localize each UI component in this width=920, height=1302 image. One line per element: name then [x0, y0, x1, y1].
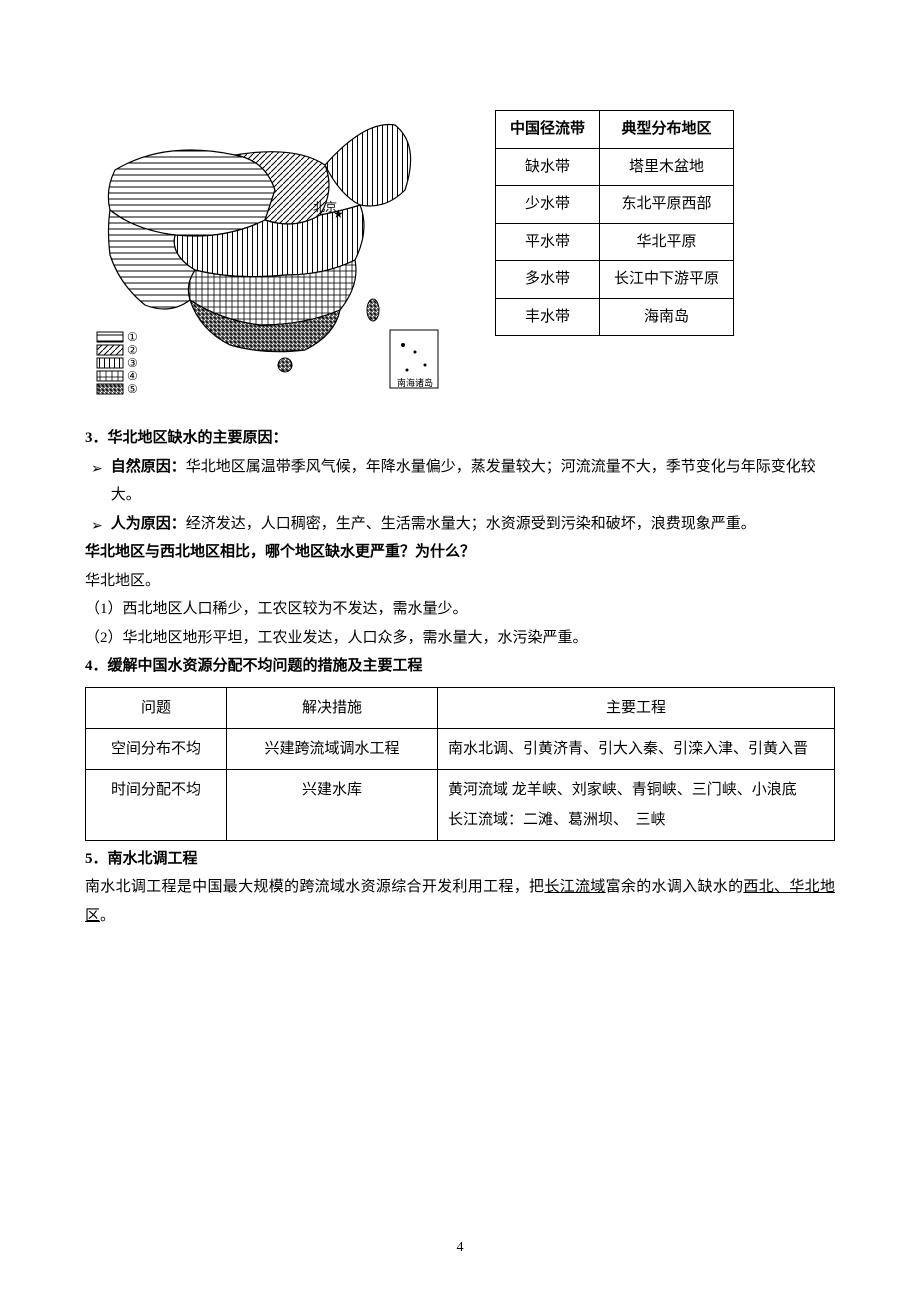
- mt-r0c0: 空间分布不均: [86, 728, 227, 769]
- section-3: 3．华北地区缺水的主要原因： ➢ 自然原因：华北地区属温带季风气候，年降水量偏少…: [85, 424, 835, 652]
- top-row: ★ ① ② ③ ④ ⑤ 北京 南海诸岛 中国径流带 典型分布地区: [85, 100, 835, 400]
- sec3-heading: 3．华北地区缺水的主要原因：: [85, 424, 835, 453]
- section-5: 5．南水北调工程 南水北调工程是中国最大规模的跨流域水资源综合开发利用工程，把长…: [85, 845, 835, 931]
- sec3-compare-q: 华北地区与西北地区相比，哪个地区缺水更严重？为什么？: [85, 538, 835, 567]
- mt-h3: 主要工程: [438, 687, 835, 728]
- sec3-nat-label: 自然原因：: [111, 459, 186, 475]
- mt-r1c2: 黄河流域 龙羊峡、刘家峡、青铜峡、三门峡、小浪底 长江流域：二滩、葛洲坝、 三峡: [438, 769, 835, 840]
- sec3-hum-body: 经济发达，人口稠密，生产、生活需水量大；水资源受到污染和破坏，浪费现象严重。: [186, 516, 756, 532]
- south-sea-label: 南海诸岛: [397, 375, 433, 392]
- zone-r3c1: 长江中下游平原: [600, 261, 734, 299]
- sec3-nat-body: 华北地区属温带季风气候，年降水量偏少，蒸发量较大；河流流量不大，季节变化与年际变…: [111, 459, 816, 504]
- sec3-natural-text: 自然原因：华北地区属温带季风气候，年降水量偏少，蒸发量较大；河流流量不大，季节变…: [111, 453, 835, 510]
- zone-r1c0: 少水带: [496, 186, 600, 224]
- sec3-hum-label: 人为原因：: [111, 516, 186, 532]
- mt-h1: 问题: [86, 687, 227, 728]
- sec5-title: 南水北调工程: [108, 851, 198, 867]
- zone-r4c0: 丰水带: [496, 298, 600, 336]
- legend-5: ⑤: [127, 382, 138, 396]
- mt-r1c2-l2: 长江流域：二滩、葛洲坝、 三峡: [448, 805, 824, 835]
- runoff-zone-table: 中国径流带 典型分布地区 缺水带塔里木盆地 少水带东北平原西部 平水带华北平原 …: [495, 110, 734, 336]
- mt-r1c0: 时间分配不均: [86, 769, 227, 840]
- sec3-human-text: 人为原因：经济发达，人口稠密，生产、生活需水量大；水资源受到污染和破坏，浪费现象…: [111, 510, 756, 539]
- sec5-mid: 富余的水调入缺水的: [606, 879, 744, 895]
- legend-2: ②: [127, 343, 138, 357]
- zone-r3c0: 多水带: [496, 261, 600, 299]
- sec3-compare-1: （1）西北地区人口稀少，工农区较为不发达，需水量少。: [85, 595, 835, 624]
- china-runoff-map: ★ ① ② ③ ④ ⑤ 北京 南海诸岛: [85, 100, 445, 400]
- sec5-body: 南水北调工程是中国最大规模的跨流域水资源综合开发利用工程，把长江流域富余的水调入…: [85, 873, 835, 930]
- legend-1: ①: [127, 330, 138, 344]
- zone-th-2: 典型分布地区: [600, 111, 734, 149]
- sec3-num: 3．: [85, 430, 108, 446]
- map-svg: ★ ① ② ③ ④ ⑤: [85, 100, 445, 400]
- bullet-icon: ➢: [91, 455, 103, 482]
- beijing-label: 北京: [313, 196, 337, 219]
- sec4-heading: 4．缓解中国水资源分配不均问题的措施及主要工程: [85, 652, 835, 681]
- sec5-heading: 5．南水北调工程: [85, 845, 835, 874]
- page: ★ ① ② ③ ④ ⑤ 北京 南海诸岛 中国径流带 典型分布地区: [0, 0, 920, 1302]
- mt-r1c1: 兴建水库: [227, 769, 438, 840]
- sec5-pre: 南水北调工程是中国最大规模的跨流域水资源综合开发利用工程，把: [85, 879, 544, 895]
- zone-r4c1: 海南岛: [600, 298, 734, 336]
- zone-th-1: 中国径流带: [496, 111, 600, 149]
- bullet-icon: ➢: [91, 512, 103, 539]
- zone-r0c1: 塔里木盆地: [600, 148, 734, 186]
- sec3-natural: ➢ 自然原因：华北地区属温带季风气候，年降水量偏少，蒸发量较大；河流流量不大，季…: [91, 453, 835, 510]
- zone-r1c1: 东北平原西部: [600, 186, 734, 224]
- zone-r2c1: 华北平原: [600, 223, 734, 261]
- mt-h2: 解决措施: [227, 687, 438, 728]
- section-4: 4．缓解中国水资源分配不均问题的措施及主要工程 问题 解决措施 主要工程 空间分…: [85, 652, 835, 841]
- sec3-title: 华北地区缺水的主要原因：: [108, 430, 288, 446]
- sec5-num: 5．: [85, 851, 108, 867]
- sec5-u1: 长江流域: [544, 879, 605, 895]
- sec4-title: 缓解中国水资源分配不均问题的措施及主要工程: [108, 658, 423, 674]
- sec5-post: 。: [100, 908, 115, 924]
- page-number: 4: [0, 1235, 920, 1262]
- sec3-compare-2: （2）华北地区地形平坦，工农业发达，人口众多，需水量大，水污染严重。: [85, 624, 835, 653]
- zone-r0c0: 缺水带: [496, 148, 600, 186]
- mt-r0c2: 南水北调、引黄济青、引大入秦、引滦入津、引黄入晋: [438, 728, 835, 769]
- legend-4: ④: [127, 369, 138, 383]
- legend-3: ③: [127, 356, 138, 370]
- mt-r0c1: 兴建跨流域调水工程: [227, 728, 438, 769]
- sec4-num: 4．: [85, 658, 108, 674]
- measures-table: 问题 解决措施 主要工程 空间分布不均 兴建跨流域调水工程 南水北调、引黄济青、…: [85, 687, 835, 841]
- mt-r1c2-l1: 黄河流域 龙羊峡、刘家峡、青铜峡、三门峡、小浪底: [448, 775, 824, 805]
- sec3-compare-a: 华北地区。: [85, 567, 835, 596]
- zone-r2c0: 平水带: [496, 223, 600, 261]
- sec3-human: ➢ 人为原因：经济发达，人口稠密，生产、生活需水量大；水资源受到污染和破坏，浪费…: [91, 510, 835, 539]
